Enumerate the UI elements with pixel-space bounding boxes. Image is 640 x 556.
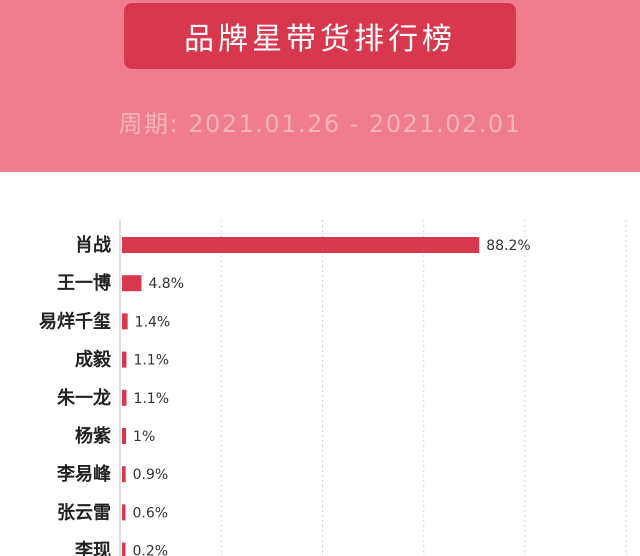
- bar: [122, 275, 142, 292]
- category-label: 肖战: [75, 234, 111, 256]
- bar: [122, 389, 127, 406]
- page-title: 品牌星带货排行榜: [124, 3, 516, 69]
- value-label: 1.1%: [133, 353, 169, 369]
- period-label: 周期: 2021.01.26 - 2021.02.01: [118, 110, 522, 138]
- value-label: 0.6%: [133, 505, 169, 521]
- category-label: 李易峰: [56, 463, 112, 485]
- category-label: 王一博: [57, 272, 111, 294]
- value-label: 1%: [133, 429, 155, 445]
- header-banner: 品牌星带货排行榜 周期: 2021.01.26 - 2021.02.01: [0, 0, 640, 172]
- bar: [122, 466, 126, 483]
- bar: [122, 313, 128, 330]
- value-label: 0.9%: [133, 467, 169, 483]
- bar: [122, 542, 126, 556]
- bar: [122, 428, 127, 444]
- category-label: 张云雷: [57, 502, 111, 523]
- category-label: 李现: [74, 541, 111, 556]
- chart-svg: 肖战 88.2% 王一博 4.8% 易烊千玺 1.4% 成毅 1.1% 朱一龙 1.1% 杨紫 1% 李…: [39, 220, 627, 556]
- category-label: 杨紫: [75, 425, 111, 447]
- category-label: 易烊千玺: [39, 310, 111, 332]
- category-label: 朱一龙: [57, 387, 111, 409]
- value-label: 1.4%: [135, 314, 171, 330]
- category-label: 成毅: [75, 349, 112, 371]
- bar: [122, 504, 126, 521]
- value-label: 0.2%: [133, 544, 169, 556]
- ranking-bar-chart: 肖战 88.2% 王一博 4.8% 易烊千玺 1.4% 成毅 1.1% 朱一龙 1.1% 杨紫 1% 李…: [0, 172, 640, 556]
- bar: [122, 351, 127, 368]
- value-label: 4.8%: [148, 276, 184, 292]
- value-label: 1.1%: [133, 391, 169, 407]
- value-label: 88.2%: [486, 238, 530, 254]
- bar: [122, 237, 480, 253]
